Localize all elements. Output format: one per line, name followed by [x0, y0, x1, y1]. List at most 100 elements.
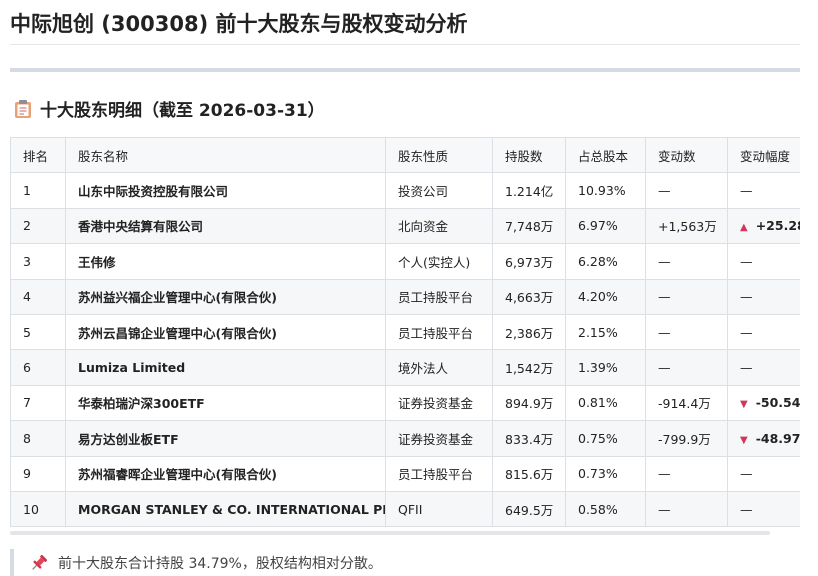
- table-cell: 北向资金: [385, 207, 493, 245]
- table-cell: 4.20%: [565, 278, 646, 315]
- table-cell: 香港中央结算有限公司: [65, 207, 386, 245]
- table-cell: 苏州益兴福企业管理中心(有限合伙): [65, 278, 386, 315]
- pin-icon: [32, 554, 48, 570]
- table-row: 10 MORGAN STANLEY & CO. INTERNATIONAL PLC…: [10, 490, 800, 527]
- table-cell: —: [727, 313, 800, 351]
- column-header: 变动数: [645, 137, 728, 174]
- table-cell: 证券投资基金: [385, 420, 493, 457]
- table-row: 6 Lumiza Limited 境外法人 1,542万 1.39% — —: [10, 349, 800, 386]
- trend-arrow: ▲: [740, 222, 748, 234]
- table-cell: 0.73%: [565, 455, 646, 492]
- table-cell: 0.75%: [565, 420, 646, 457]
- table-cell: 0.58%: [565, 490, 646, 527]
- trend-arrow: ▼: [740, 434, 748, 446]
- shareholder-table: 排名 股东名称 股东性质 持股数 占总股本 变动数 变动幅度 1 山东中际投资控股有限公司 投资…: [10, 137, 800, 527]
- table-cell: —: [645, 313, 728, 351]
- table-cell: —: [645, 172, 728, 209]
- table-cell: —: [645, 243, 728, 280]
- table-row: 3 王伟修 个人(实控人) 6,973万 6.28% — —: [10, 243, 800, 280]
- table-cell: 6.97%: [565, 207, 646, 245]
- table-cell: 10.93%: [565, 172, 646, 209]
- table-row: 8 易方达创业板ETF 证券投资基金 833.4万 0.75% -799.9万 ▼ -48.9…: [10, 420, 800, 457]
- scrollbar: [10, 531, 770, 535]
- table-cell: 6: [10, 349, 66, 386]
- table-cell: ▲ +25.28: [727, 207, 800, 245]
- table-cell: 8: [10, 420, 66, 457]
- table-cell: 员工持股平台: [385, 313, 493, 351]
- table-cell: 1.214亿: [492, 172, 566, 209]
- table-cell: -914.4万: [645, 384, 728, 422]
- table-cell: 山东中际投资控股有限公司: [65, 172, 386, 209]
- table-cell: 4,663万: [492, 278, 566, 315]
- table-cell: 6.28%: [565, 243, 646, 280]
- table-cell: 王伟修: [65, 243, 386, 280]
- table-cell: —: [645, 349, 728, 386]
- table-cell: 员工持股平台: [385, 455, 493, 492]
- table-cell: 易方达创业板ETF: [65, 420, 386, 457]
- table-cell: —: [727, 455, 800, 492]
- table-cell: 员工持股平台: [385, 278, 493, 315]
- table-row: 7 华泰柏瑞沪深300ETF 证券投资基金 894.9万 0.81% -914.4万 ▼ -5…: [10, 384, 800, 422]
- note-text: 前十大股东合计持股 34.79%，股权结构相对分散。: [58, 555, 382, 572]
- table-cell: 9: [10, 455, 66, 492]
- table-row: 5 苏州云昌锦企业管理中心(有限合伙) 员工持股平台 2,386万 2.15% — —: [10, 313, 800, 351]
- trend-arrow: ▼: [740, 399, 748, 411]
- column-header: 占总股本: [565, 137, 646, 174]
- table-cell: 苏州云昌锦企业管理中心(有限合伙): [65, 313, 386, 351]
- table-cell: 815.6万: [492, 455, 566, 492]
- table-cell: 6,973万: [492, 243, 566, 280]
- table-cell: 1,542万: [492, 349, 566, 386]
- table-cell: —: [645, 455, 728, 492]
- change-pct: +25.28: [755, 218, 800, 234]
- table-cell: 1: [10, 172, 66, 209]
- table-cell: 1.39%: [565, 349, 646, 386]
- column-header: 持股数: [492, 137, 566, 174]
- table-cell: 2: [10, 207, 66, 245]
- table-row: 1 山东中际投资控股有限公司 投资公司 1.214亿 10.93% — —: [10, 172, 800, 209]
- clipboard-icon: [15, 99, 31, 118]
- table-cell: —: [727, 349, 800, 386]
- table-cell: 华泰柏瑞沪深300ETF: [65, 384, 386, 422]
- table-cell: 10: [10, 490, 66, 527]
- page-title: 中际旭创 (300308) 前十大股东与股权变动分析: [10, 12, 468, 36]
- table-cell: —: [727, 490, 800, 527]
- table-cell: —: [645, 278, 728, 315]
- table-cell: —: [727, 243, 800, 280]
- column-header: 股东性质: [385, 137, 493, 174]
- table-cell: 2,386万: [492, 313, 566, 351]
- table-cell: ▼ -50.54: [727, 384, 800, 422]
- table-cell: QFII: [385, 490, 493, 527]
- table-cell: 649.5万: [492, 490, 566, 527]
- table-cell: 4: [10, 278, 66, 315]
- table-cell: 投资公司: [385, 172, 493, 209]
- table-row: 4 苏州益兴福企业管理中心(有限合伙) 员工持股平台 4,663万 4.20% — —: [10, 278, 800, 315]
- section-title: 十大股东明细（截至 2026-03-31）: [40, 101, 325, 121]
- table-cell: Lumiza Limited: [65, 349, 386, 386]
- table-cell: ▼ -48.97: [727, 420, 800, 457]
- table-cell: 7: [10, 384, 66, 422]
- table-cell: 5: [10, 313, 66, 351]
- table-cell: —: [727, 278, 800, 315]
- section-heading: 十大股东明细（截至 2026-03-31）: [14, 96, 325, 121]
- table-cell: 苏州福睿晖企业管理中心(有限合伙): [65, 455, 386, 492]
- table-cell: 894.9万: [492, 384, 566, 422]
- table-cell: 境外法人: [385, 349, 493, 386]
- table-cell: —: [645, 490, 728, 527]
- table-cell: 833.4万: [492, 420, 566, 457]
- table-cell: —: [727, 172, 800, 209]
- table-container: 排名 股东名称 股东性质 持股数 占总股本 变动数 变动幅度 1 山东中际投资控股有限公司 投资…: [10, 137, 800, 527]
- table-cell: 3: [10, 243, 66, 280]
- column-header: 股东名称: [65, 137, 386, 174]
- header-row: 排名 股东名称 股东性质 持股数 占总股本 变动数 变动幅度: [10, 137, 800, 174]
- change-pct: -50.54: [755, 395, 800, 411]
- table-cell: 证券投资基金: [385, 384, 493, 422]
- divider: [10, 68, 800, 72]
- table-cell: MORGAN STANLEY & CO. INTERNATIONAL PLC.: [65, 490, 386, 527]
- divider: [10, 44, 800, 45]
- table-cell: 2.15%: [565, 313, 646, 351]
- table-cell: -799.9万: [645, 420, 728, 457]
- column-header: 排名: [10, 137, 66, 174]
- table-row: 9 苏州福睿晖企业管理中心(有限合伙) 员工持股平台 815.6万 0.73% — —: [10, 455, 800, 492]
